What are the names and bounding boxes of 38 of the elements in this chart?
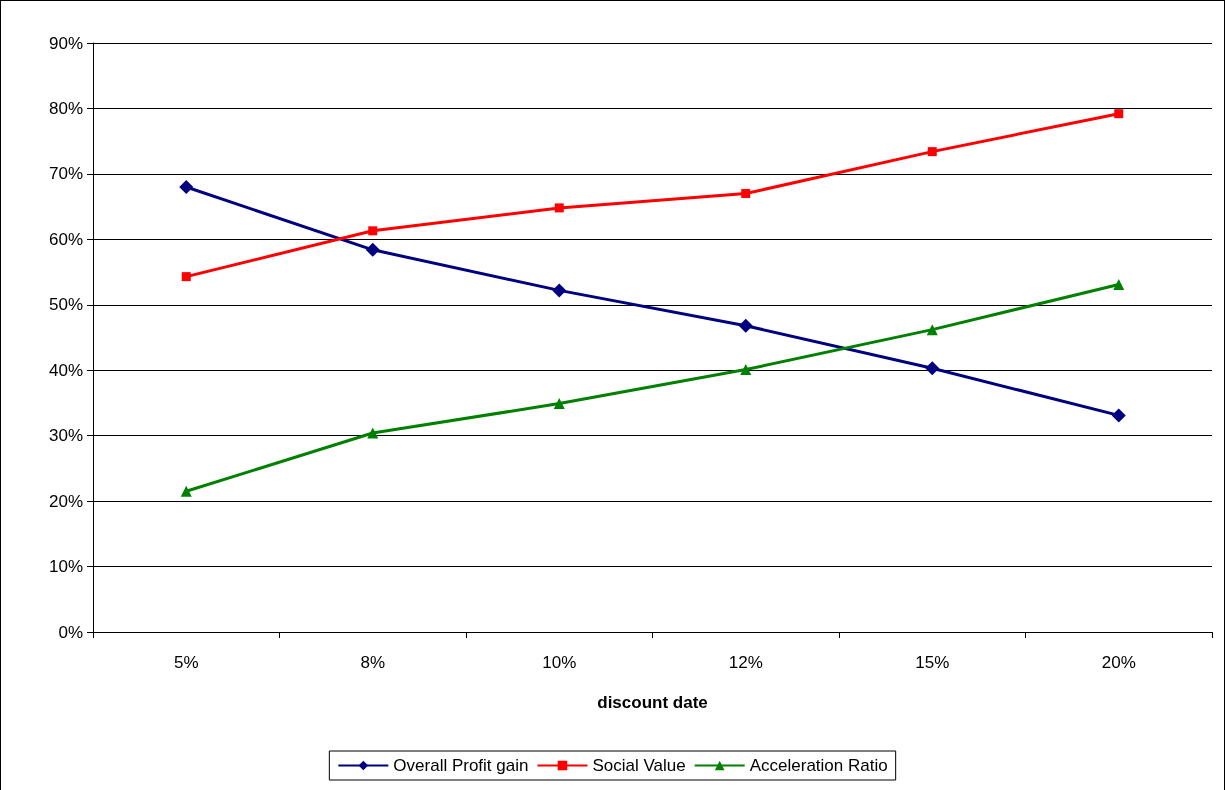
x-tick-label: 20%	[1101, 653, 1136, 672]
point	[926, 324, 938, 336]
point	[738, 318, 753, 333]
point	[1111, 408, 1126, 423]
x-axis-title: discount date	[597, 693, 708, 712]
x-tick-label: 10%	[542, 653, 577, 672]
point	[741, 189, 751, 199]
point	[368, 226, 378, 236]
y-tick-label: 10%	[48, 557, 83, 577]
legend-label: Social Value	[592, 756, 686, 775]
point	[367, 427, 379, 439]
y-tick-label: 40%	[48, 360, 83, 380]
x-tick-label: 12%	[728, 653, 763, 672]
point	[552, 283, 567, 298]
point	[365, 242, 380, 257]
point	[740, 364, 752, 376]
y-tick-label: 70%	[48, 164, 83, 184]
x-tick-label: 15%	[915, 653, 950, 672]
point	[1113, 278, 1125, 290]
point	[553, 398, 565, 410]
point	[1114, 109, 1124, 119]
point	[925, 361, 940, 376]
point	[181, 272, 191, 282]
point	[180, 485, 192, 497]
y-tick-label: 90%	[48, 33, 83, 53]
y-tick-label: 0%	[58, 622, 83, 642]
x-tick-label: 5%	[173, 653, 199, 672]
y-tick-label: 20%	[48, 491, 83, 511]
y-tick-label: 30%	[48, 426, 83, 446]
point	[179, 179, 194, 194]
point	[554, 203, 564, 213]
y-tick-label: 80%	[48, 98, 83, 118]
legend-label: Overall Profit gain	[393, 756, 529, 775]
y-tick-label: 60%	[48, 229, 83, 249]
legend-label: Acceleration Ratio	[749, 756, 888, 775]
y-tick-label: 50%	[48, 295, 83, 315]
x-tick-label: 8%	[360, 653, 386, 672]
point	[927, 147, 937, 157]
